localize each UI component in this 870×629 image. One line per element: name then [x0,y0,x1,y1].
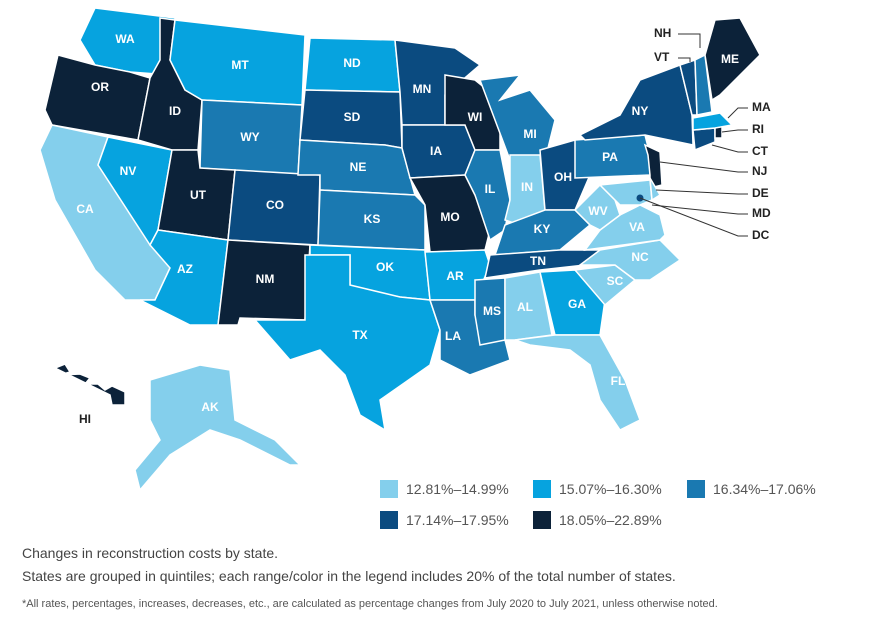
state-label-va: VA [629,220,645,234]
state-label-hi: HI [79,412,91,426]
state-label-tx: TX [352,328,367,342]
legend-label: 12.81%–14.99% [406,481,509,497]
leader-line [651,204,748,215]
state-ks [317,189,426,251]
legend-label: 18.05%–22.89% [559,512,662,528]
legend-label: 16.34%–17.06% [713,481,816,497]
state-hi [53,363,126,406]
state-label-dc: DC [752,228,770,242]
state-label-sc: SC [607,274,624,288]
leader-line [711,144,748,153]
state-label-ct: CT [752,144,769,158]
state-ak [134,364,302,492]
state-label-de: DE [752,186,769,200]
state-label-nm: NM [256,272,275,286]
legend-swatch [533,480,551,498]
legend-swatch [380,480,398,498]
leader-line [659,161,748,173]
state-label-mo: MO [440,210,459,224]
state-label-ok: OK [376,260,394,274]
state-label-ca: CA [76,202,94,216]
state-label-ny: NY [632,104,649,118]
state-label-nj: NJ [752,164,767,178]
leader-line [678,33,701,48]
state-label-ky: KY [534,222,551,236]
state-label-in: IN [521,180,533,194]
leader-line [678,57,691,62]
state-label-pa: PA [602,150,618,164]
legend-item: 12.81%–14.99% [380,480,509,498]
leader-line [727,107,748,119]
leader-line [655,189,748,195]
state-ms [474,277,506,346]
state-label-me: ME [721,52,739,66]
state-label-mi: MI [523,127,536,141]
state-label-ak: AK [201,400,219,414]
state-label-fl: FL [611,374,626,388]
state-label-ut: UT [190,188,207,202]
caption: Changes in reconstruction costs by state… [22,545,279,561]
state-label-ms: MS [483,304,501,318]
state-label-ks: KS [364,212,381,226]
state-ct [692,127,716,152]
state-label-id: ID [169,104,181,118]
state-label-or: OR [91,80,109,94]
state-label-oh: OH [554,170,572,184]
state-label-md: MD [752,206,771,220]
legend-item: 16.34%–17.06% [687,480,816,498]
state-label-tn: TN [530,254,546,268]
state-label-wy: WY [240,130,259,144]
state-label-nh: NH [654,26,671,40]
state-wv [573,183,621,231]
state-label-nv: NV [120,164,137,178]
legend-item: 15.07%–16.30% [533,480,662,498]
state-label-ma: MA [752,100,771,114]
legend-item: 17.14%–17.95% [380,511,509,529]
state-label-wv: WV [588,204,607,218]
state-label-mn: MN [413,82,432,96]
state-de [649,177,662,202]
legend-swatch [533,511,551,529]
state-label-ar: AR [446,269,464,283]
state-nh [694,53,713,116]
state-label-nc: NC [631,250,649,264]
caption-detail: States are grouped in quintiles; each ra… [22,568,676,584]
state-label-ne: NE [350,160,367,174]
state-label-mt: MT [231,58,249,72]
state-ma [692,112,734,131]
legend-label: 15.07%–16.30% [559,481,662,497]
state-tx [253,254,441,432]
state-label-wi: WI [468,110,483,124]
state-label-al: AL [517,300,533,314]
state-label-co: CO [266,198,284,212]
state-label-la: LA [445,329,461,343]
state-label-ga: GA [568,297,586,311]
legend-swatch [687,480,705,498]
leader-line [639,197,748,237]
state-label-az: AZ [177,262,193,276]
state-label-wa: WA [115,32,135,46]
state-label-vt: VT [654,50,670,64]
state-label-ri: RI [752,122,764,136]
legend-label: 17.14%–17.95% [406,512,509,528]
state-label-sd: SD [344,110,361,124]
footnote: *All rates, percentages, increases, decr… [22,598,718,610]
state-label-ia: IA [430,144,442,158]
leader-line [721,129,748,133]
legend-swatch [380,511,398,529]
legend-item: 18.05%–22.89% [533,511,662,529]
state-fl [514,334,641,431]
state-nc [577,239,682,281]
state-il [464,149,511,242]
state-me [704,17,761,102]
state-label-nd: ND [343,56,361,70]
state-label-il: IL [485,182,496,196]
